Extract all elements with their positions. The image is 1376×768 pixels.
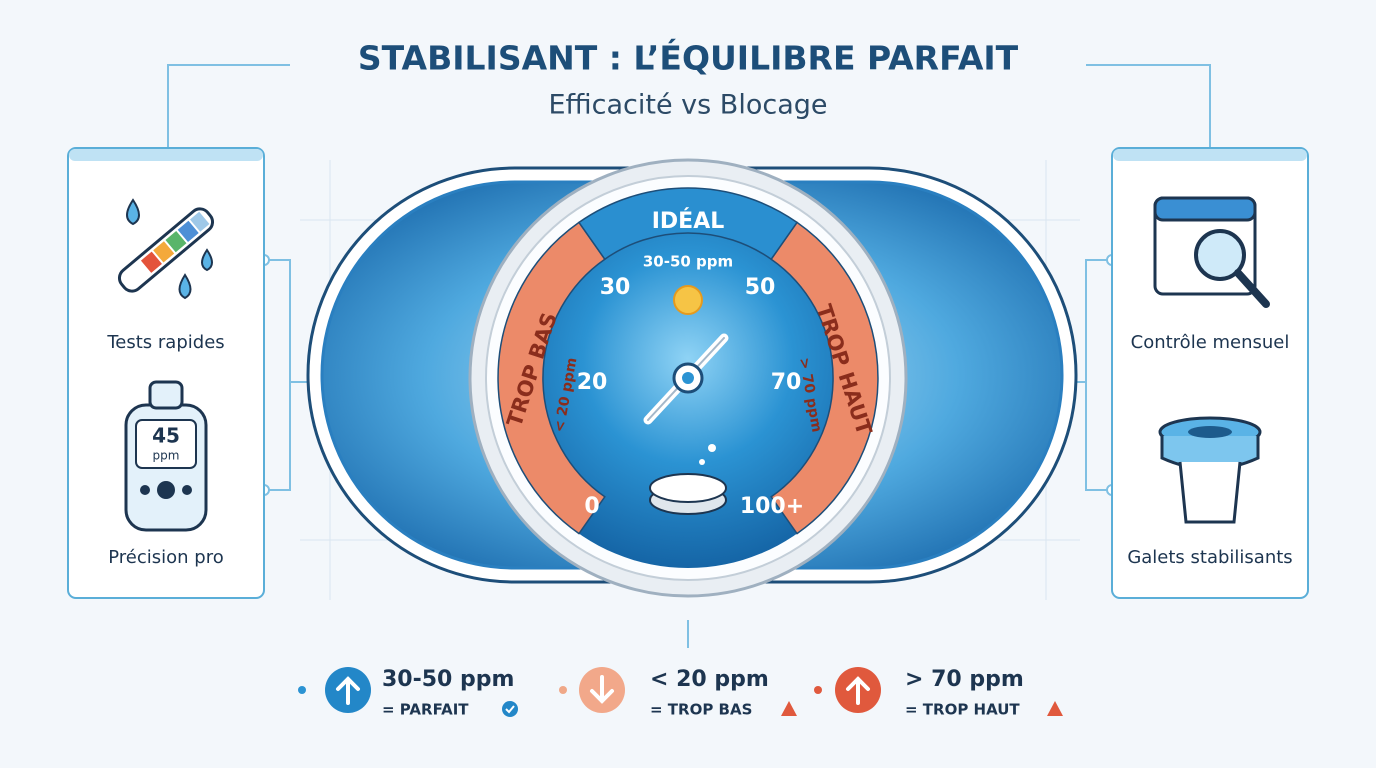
decor bbox=[1234, 269, 1270, 308]
high-band bbox=[770, 221, 879, 535]
decor bbox=[708, 444, 716, 452]
decor bbox=[140, 251, 162, 273]
decor bbox=[1178, 461, 1242, 524]
ideal-label: IDÉAL bbox=[652, 208, 725, 234]
legend-status: = TROP HAUT bbox=[905, 701, 1020, 719]
decor bbox=[559, 686, 567, 694]
subtitle: Efficacité vs Blocage bbox=[549, 90, 828, 121]
decor bbox=[682, 372, 694, 384]
decor bbox=[117, 207, 215, 293]
decor bbox=[153, 241, 175, 263]
legend-range: < 20 ppm bbox=[650, 667, 769, 692]
panel-label: Précision pro bbox=[108, 547, 223, 568]
decor bbox=[67, 147, 265, 599]
panel-label: Contrôle mensuel bbox=[1131, 332, 1290, 353]
left-panel bbox=[67, 147, 265, 599]
decor bbox=[178, 273, 192, 300]
right-panel bbox=[1111, 147, 1309, 599]
decor bbox=[298, 686, 306, 694]
decor bbox=[505, 705, 515, 714]
meter-unit: ppm bbox=[153, 449, 180, 463]
decor bbox=[502, 701, 518, 717]
decor bbox=[135, 419, 197, 469]
panel-label: Galets stabilisants bbox=[1127, 547, 1292, 568]
meter-value: 45 bbox=[152, 424, 180, 448]
decor bbox=[177, 220, 199, 242]
legend-status: = PARFAIT bbox=[382, 701, 469, 719]
ideal-band bbox=[577, 187, 799, 261]
decor bbox=[699, 459, 705, 465]
decor bbox=[157, 481, 175, 499]
decor bbox=[264, 259, 291, 491]
scale-label: 20 bbox=[577, 370, 608, 395]
decor bbox=[148, 380, 184, 410]
decor bbox=[814, 686, 822, 694]
decor bbox=[673, 285, 703, 315]
scale-label: 50 bbox=[745, 275, 776, 300]
decor bbox=[189, 211, 210, 232]
decor bbox=[182, 485, 192, 495]
decor bbox=[69, 149, 263, 161]
decor bbox=[846, 676, 870, 705]
legend-range: > 70 ppm bbox=[905, 667, 1024, 692]
decor bbox=[165, 231, 187, 253]
decor bbox=[1085, 259, 1112, 491]
decor bbox=[590, 675, 614, 704]
gauge-decor bbox=[643, 285, 729, 515]
panel-label: Tests rapides bbox=[106, 332, 224, 353]
ideal-range: 30-50 ppm bbox=[643, 253, 733, 271]
decor bbox=[781, 701, 797, 716]
scale-label: 100+ bbox=[740, 494, 804, 519]
legend-range: 30-50 ppm bbox=[382, 667, 514, 692]
decor bbox=[140, 485, 150, 495]
decor bbox=[1153, 196, 1257, 222]
decor bbox=[1086, 64, 1211, 148]
title: STABILISANT : L’ÉQUILIBRE PARFAIT bbox=[358, 38, 1019, 78]
legend-status: = TROP BAS bbox=[650, 701, 752, 719]
scale-label: 70 bbox=[771, 370, 802, 395]
decor bbox=[201, 248, 213, 272]
decor bbox=[1113, 149, 1307, 161]
decor bbox=[1047, 701, 1063, 716]
scale-label: 30 bbox=[600, 275, 631, 300]
legend-decor bbox=[298, 667, 1063, 717]
decor bbox=[649, 473, 727, 503]
decor bbox=[1194, 229, 1246, 281]
scale-label: 0 bbox=[584, 494, 599, 519]
decor bbox=[1188, 426, 1232, 438]
decor bbox=[126, 198, 140, 226]
decor bbox=[167, 64, 290, 148]
decor bbox=[336, 676, 360, 705]
